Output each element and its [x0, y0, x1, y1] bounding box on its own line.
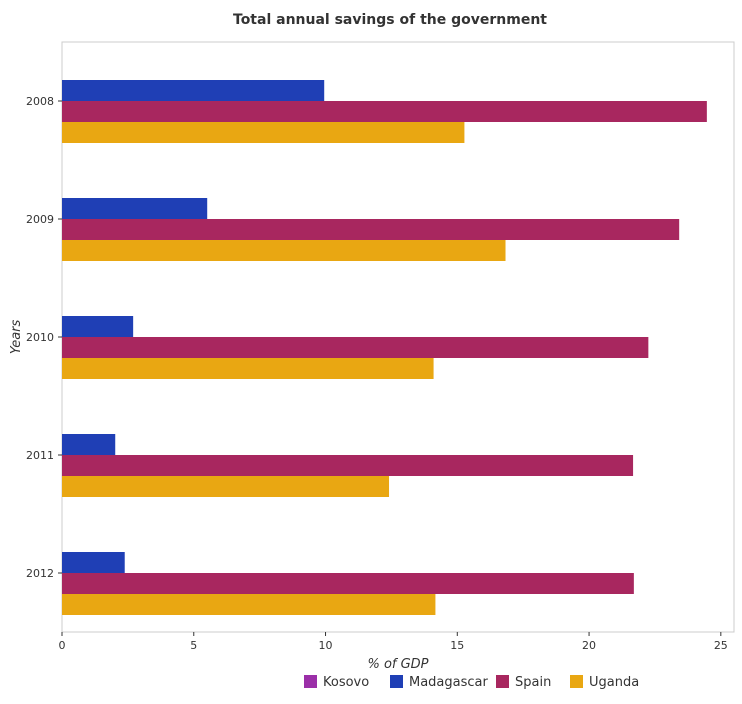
x-tick-label: 20	[582, 639, 596, 652]
x-tick-label: 15	[450, 639, 464, 652]
y-tick-label: 2012	[26, 567, 54, 580]
legend-label-uganda: Uganda	[589, 675, 639, 690]
bar-spain-2011	[62, 455, 634, 476]
y-tick-label: 2009	[26, 213, 54, 226]
y-tick-label: 2010	[26, 331, 54, 344]
bar-madagascar-2009	[62, 198, 208, 219]
y-tick-label: 2011	[26, 449, 54, 462]
x-tick-label: 10	[319, 639, 333, 652]
bar-spain-2008	[62, 101, 707, 122]
bar-madagascar-2010	[62, 316, 134, 337]
bar-uganda-2009	[62, 240, 506, 261]
x-tick-label: 25	[714, 639, 728, 652]
legend-swatch-kosovo	[304, 675, 317, 688]
y-tick-label: 2008	[26, 95, 54, 108]
y-axis-label: Years	[9, 319, 24, 354]
bar-spain-2009	[62, 219, 680, 240]
x-axis-label: % of GDP	[367, 657, 428, 672]
bar-spain-2010	[62, 337, 649, 358]
chart-title: Total annual savings of the government	[233, 12, 547, 28]
legend-swatch-uganda	[570, 675, 583, 688]
legend: Kosovo Madagascar Spain Uganda	[304, 675, 639, 690]
legend-swatch-spain	[496, 675, 509, 688]
bar-madagascar-2011	[62, 434, 116, 455]
legend-label-kosovo: Kosovo	[323, 675, 369, 690]
bar-uganda-2011	[62, 476, 390, 497]
legend-label-spain: Spain	[515, 675, 551, 690]
bar-uganda-2012	[62, 594, 436, 615]
legend-swatch-madagascar	[390, 675, 403, 688]
bar-madagascar-2012	[62, 552, 125, 573]
x-tick-label: 5	[190, 639, 197, 652]
bar-uganda-2010	[62, 358, 434, 379]
bar-madagascar-2008	[62, 80, 325, 101]
legend-label-madagascar: Madagascar	[409, 675, 489, 690]
bar-spain-2012	[62, 573, 634, 594]
x-tick-label: 0	[59, 639, 66, 652]
bar-uganda-2008	[62, 122, 465, 143]
